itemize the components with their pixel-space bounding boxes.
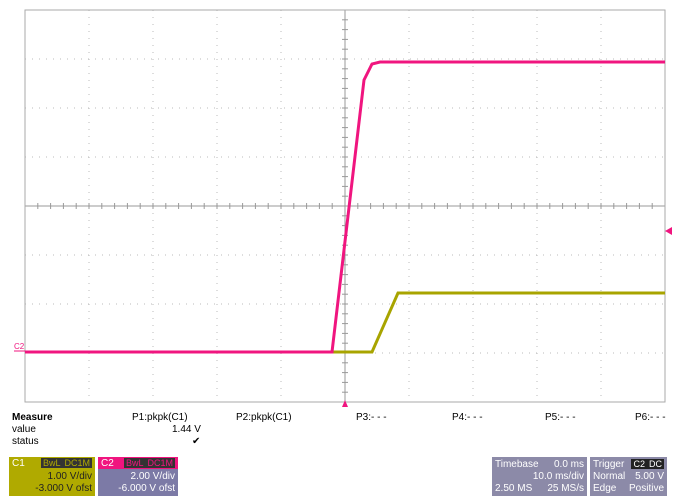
- trigger-level-marker: [665, 227, 672, 235]
- trigger-mode: Normal: [593, 471, 626, 482]
- timebase-rate: 25 MS/s: [547, 483, 584, 494]
- trigger-level: 5.00 V: [635, 471, 664, 482]
- status-check: ✔: [192, 436, 201, 447]
- status-label: status: [12, 436, 39, 447]
- c1-scale: 1.00 V/div: [47, 471, 92, 482]
- c2-name: C2: [101, 458, 114, 469]
- timebase-label: Timebase: [495, 459, 539, 470]
- timebase-samples: 2.50 MS: [495, 483, 533, 494]
- param: P5:- - -: [545, 412, 576, 423]
- c1-coupling: DC1M: [62, 458, 92, 468]
- measure-value: 1.44 V: [172, 424, 201, 435]
- channel-marker: C2: [14, 342, 25, 351]
- scope-display: C2: [14, 9, 672, 407]
- c1-bw: BwL: [40, 458, 63, 468]
- value-label: value: [12, 424, 36, 435]
- param: P2:pkpk(C1): [236, 412, 292, 423]
- c2-coupling: DC1M: [145, 458, 175, 468]
- c2-box[interactable]: C2 BwL DC1M 2.00 V/div -6.000 V ofst: [98, 457, 178, 496]
- c2-offset: -6.000 V ofst: [118, 483, 175, 494]
- param: P6:- - -: [635, 412, 666, 423]
- param: P1:pkpk(C1): [132, 412, 188, 423]
- measure-heading: Measure: [12, 412, 53, 423]
- trigger-box[interactable]: Trigger C2 DC Normal 5.00 V Edge Positive: [590, 457, 667, 496]
- timebase-delay: 0.0 ms: [553, 459, 584, 470]
- c2-bw: BwL: [123, 458, 146, 468]
- c2-scale: 2.00 V/div: [130, 471, 175, 482]
- graticule: [24, 9, 666, 403]
- trigger-coupling: DC: [647, 459, 664, 469]
- c1-box[interactable]: C1 BwL DC1M 1.00 V/div -3.000 V ofst: [9, 457, 95, 496]
- c1-offset: -3.000 V ofst: [35, 483, 92, 494]
- param: P3:- - -: [356, 412, 387, 423]
- param: P4:- - -: [452, 412, 483, 423]
- timebase-scale: 10.0 ms/div: [532, 471, 584, 482]
- c2-waveform: [25, 60, 665, 354]
- trigger-source: C2: [631, 459, 647, 469]
- trigger-slope: Positive: [628, 483, 664, 494]
- c1-name: C1: [12, 458, 25, 469]
- trigger-position-marker: [342, 400, 348, 407]
- trigger-label: Trigger: [593, 459, 625, 470]
- trigger-type: Edge: [593, 483, 617, 494]
- timebase-box[interactable]: Timebase 0.0 ms 10.0 ms/div 2.50 MS 25 M…: [492, 457, 587, 496]
